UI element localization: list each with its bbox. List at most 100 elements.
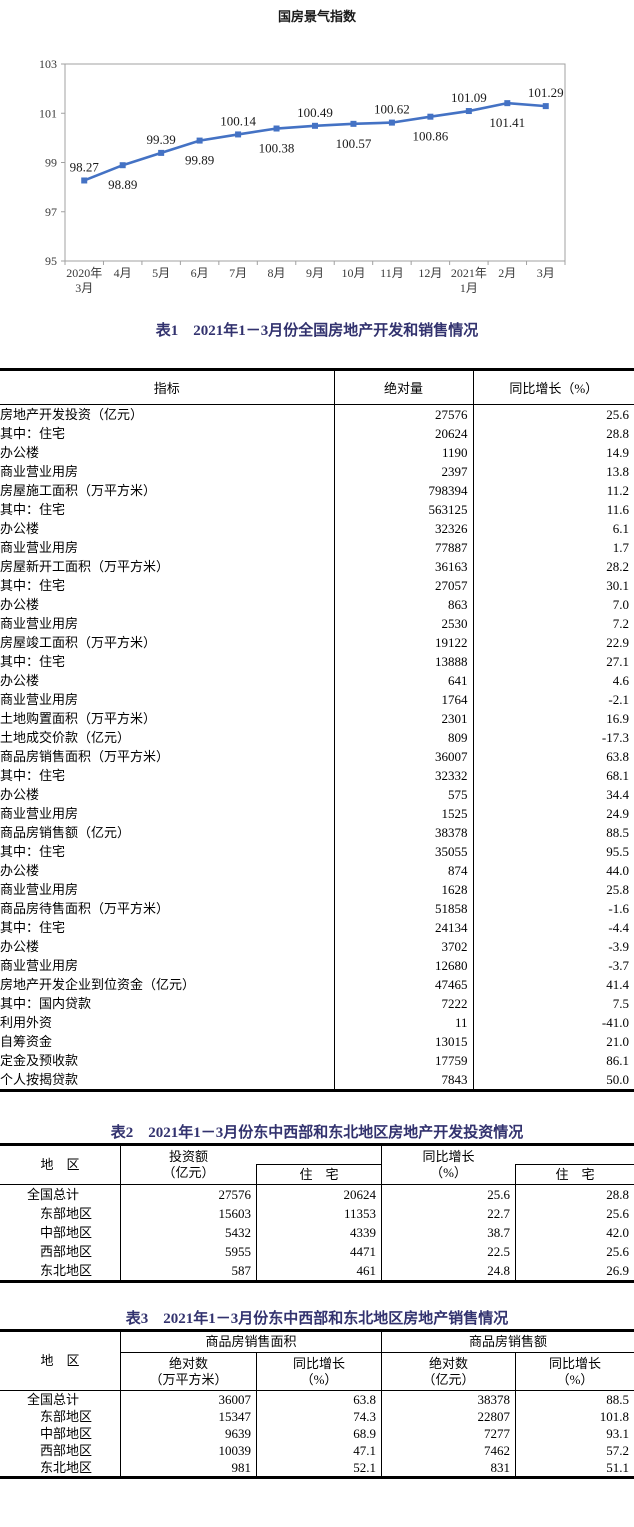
absolute-value-cell: 2530 — [333, 614, 473, 633]
indicator-cell: 其中：住宅 — [0, 502, 66, 517]
chart-title: 国房景气指数 — [277, 9, 356, 24]
x-tick-label: 3月 — [537, 266, 555, 280]
x-tick-label: 9月 — [306, 266, 324, 280]
area-cell: 9639 — [120, 1425, 256, 1442]
absolute-value-cell: 12680 — [333, 956, 473, 975]
indicator-cell: 商业营业用房 — [0, 692, 79, 707]
growth-cell: 24.8 — [381, 1261, 515, 1280]
growth-cell: 22.7 — [381, 1204, 515, 1223]
absolute-value-cell: 47465 — [333, 975, 473, 994]
growth-value-cell: -1.6 — [472, 899, 634, 918]
res_investment-cell: 4339 — [256, 1223, 381, 1242]
indicator-cell: 其中：住宅 — [0, 578, 66, 593]
amount_growth-cell: 88.5 — [515, 1391, 634, 1408]
amount_growth-cell: 57.2 — [515, 1442, 634, 1459]
absolute-value-cell: 77887 — [333, 538, 473, 557]
absolute-value-cell: 1628 — [333, 880, 473, 899]
growth-cell: 25.6 — [381, 1185, 515, 1204]
table2-col-residential-investment: 住 宅 — [256, 1164, 381, 1184]
absolute-value-cell: 35055 — [333, 842, 473, 861]
table1-row: 商业营业用房 1764 -2.1 — [0, 690, 634, 709]
absolute-value-cell: 3702 — [333, 937, 473, 956]
indicator-cell: 房地产开发企业到位资金（亿元） — [0, 977, 196, 992]
plot-area — [64, 63, 566, 262]
growth-value-cell: 4.6 — [472, 671, 634, 690]
growth-cell: 38.7 — [381, 1223, 515, 1242]
growth-value-cell: 28.8 — [472, 424, 634, 443]
x-tick-label: 2月 — [498, 266, 516, 280]
investment-cell: 5432 — [120, 1223, 256, 1242]
region-cell: 西部地区 — [40, 1443, 93, 1458]
table1-row: 土地成交价款（亿元） 809 -17.3 — [0, 728, 634, 747]
growth-value-cell: 50.0 — [472, 1070, 634, 1091]
table2-col-growth: 同比增长 （%） — [381, 1146, 515, 1184]
x-tick-label: 10月 — [341, 266, 365, 280]
indicator-cell: 商业营业用房 — [0, 464, 79, 479]
table1-row: 商品房销售面积（万平方米） 36007 63.8 — [0, 747, 634, 766]
table3-col-amount-absolute: 绝对数 （亿元） — [381, 1353, 515, 1390]
x-tick-label: 4月 — [114, 266, 132, 280]
area_growth-cell: 74.3 — [256, 1408, 381, 1425]
data-point-marker — [119, 162, 126, 169]
growth-value-cell: 7.0 — [472, 595, 634, 614]
table2-col-residential-growth: 住 宅 — [515, 1164, 634, 1184]
data-point-label: 100.86 — [413, 129, 449, 144]
table2-col-investment: 投资额 （亿元） — [120, 1146, 256, 1184]
amount_growth-cell: 51.1 — [515, 1459, 634, 1476]
table1-row: 房地产开发投资（亿元） 27576 25.6 — [0, 404, 634, 424]
table3-row: 全国总计 36007 63.8 38378 88.5 — [0, 1391, 634, 1408]
indicator-cell: 定金及预收款 — [0, 1053, 79, 1068]
table1-row: 其中：住宅 20624 28.8 — [0, 424, 634, 443]
region-cell: 中部地区 — [40, 1225, 93, 1240]
indicator-cell: 办公楼 — [0, 521, 40, 536]
table2-row: 东北地区 587 461 24.8 26.9 — [0, 1261, 634, 1280]
table1-row: 商业营业用房 1628 25.8 — [0, 880, 634, 899]
amount-cell: 38378 — [381, 1391, 515, 1408]
table1-row: 房屋施工面积（万平方米） 798394 11.2 — [0, 481, 634, 500]
table1-row: 办公楼 874 44.0 — [0, 861, 634, 880]
growth-value-cell: 25.8 — [472, 880, 634, 899]
table1-national-development-sales: 指标 绝对量 同比增长（%） 房地产开发投资（亿元） 27576 25.6 其中：住宅… — [0, 368, 634, 1092]
absolute-value-cell: 2301 — [333, 709, 473, 728]
area_growth-cell: 47.1 — [256, 1442, 381, 1459]
region-cell: 东部地区 — [40, 1409, 93, 1424]
data-point-label: 100.49 — [297, 105, 333, 120]
growth-value-cell: 11.6 — [472, 500, 634, 519]
indicator-cell: 房屋新开工面积（万平方米） — [0, 559, 170, 574]
indicator-cell: 商业营业用房 — [0, 882, 79, 897]
absolute-value-cell: 32326 — [333, 519, 473, 538]
area_growth-cell: 63.8 — [256, 1391, 381, 1408]
stats-release-page: 国房景气指数 95 97 99 101 103 2020年 3月 4月 5月 6月 7月 8月 9月 10… — [0, 9, 634, 1479]
indicator-cell: 商品房销售额（亿元） — [0, 825, 131, 840]
res_growth-cell: 25.6 — [515, 1242, 634, 1261]
amount-cell: 7277 — [381, 1425, 515, 1442]
growth-value-cell: 21.0 — [472, 1032, 634, 1051]
table2-body: 全国总计 27576 20624 25.6 28.8 东部地区 15603 11353 22.7… — [0, 1185, 634, 1280]
y-tick-label: 101 — [39, 106, 57, 120]
x-tick-label: 12月 — [418, 266, 442, 280]
table3-title: 表3 2021年1－3月份东中西部和东北地区房地产销售情况 — [125, 1311, 509, 1327]
data-point-marker — [196, 137, 203, 144]
x-tick-label: 6月 — [191, 266, 209, 280]
region-cell: 东北地区 — [40, 1263, 93, 1278]
table1-row: 商品房销售额（亿元） 38378 88.5 — [0, 823, 634, 842]
amount_growth-cell: 93.1 — [515, 1425, 634, 1442]
indicator-cell: 房地产开发投资（亿元） — [0, 407, 144, 422]
growth-value-cell: 22.9 — [472, 633, 634, 652]
absolute-value-cell: 1525 — [333, 804, 473, 823]
table3-col-area-growth: 同比增长 （%） — [256, 1353, 381, 1390]
indicator-cell: 其中：国内贷款 — [0, 996, 92, 1011]
indicator-cell: 商业营业用房 — [0, 540, 79, 555]
table1-row: 办公楼 3702 -3.9 — [0, 937, 634, 956]
y-tick-label: 95 — [45, 254, 57, 268]
table1-row: 办公楼 863 7.0 — [0, 595, 634, 614]
table1-col-absolute: 绝对量 — [333, 369, 473, 405]
table1-row: 商业营业用房 77887 1.7 — [0, 538, 634, 557]
growth-value-cell: 34.4 — [472, 785, 634, 804]
growth-value-cell: 13.8 — [472, 462, 634, 481]
res_investment-cell: 4471 — [256, 1242, 381, 1261]
y-tick-label: 103 — [39, 57, 57, 71]
table1-row: 土地购置面积（万平方米） 2301 16.9 — [0, 709, 634, 728]
growth-value-cell: -41.0 — [472, 1013, 634, 1032]
